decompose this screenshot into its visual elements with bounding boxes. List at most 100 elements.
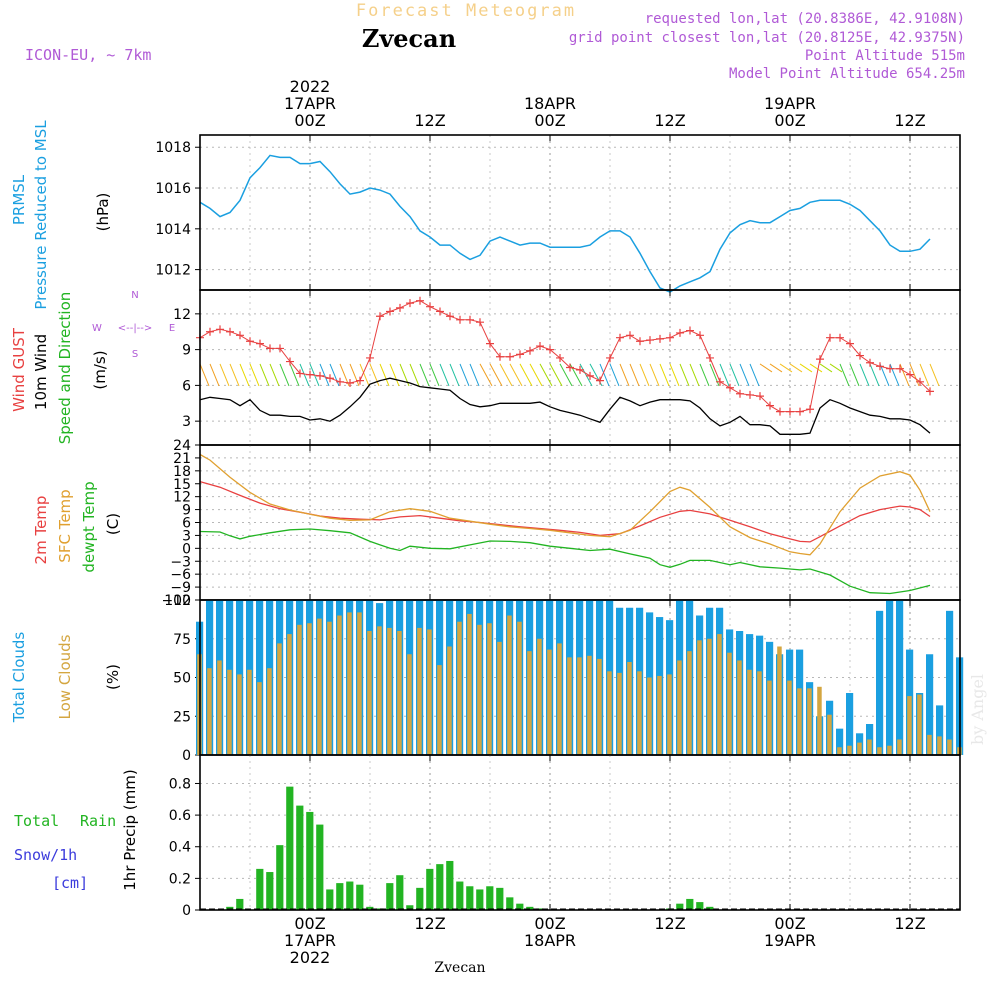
wind-direction-arrow — [429, 363, 440, 387]
precip-label-total: Total — [14, 812, 59, 830]
low-cloud-bar — [877, 747, 882, 755]
compass-n: N — [131, 290, 138, 301]
low-cloud-bar — [787, 680, 792, 755]
low-cloud-bar — [367, 631, 372, 755]
wind-gust-marker — [626, 331, 634, 340]
wind-direction-arrow — [269, 363, 280, 387]
precip-bar — [496, 887, 504, 910]
wind-gust-marker — [426, 302, 434, 311]
precip-bar — [446, 860, 454, 910]
total-cloud-bar — [256, 600, 264, 755]
precip-bar — [466, 886, 474, 910]
low-cloud-bar — [907, 696, 912, 755]
wind-direction-arrow — [299, 363, 310, 387]
wind-direction-arrow — [579, 363, 593, 387]
wind-label-10m: 10m Wind — [32, 334, 50, 410]
precip-bar — [486, 886, 494, 910]
low-cloud-bar — [707, 638, 712, 755]
low-cloud-bar — [687, 651, 692, 755]
low-cloud-bar — [327, 621, 332, 755]
top-time-label: 17APR — [284, 94, 336, 113]
low-cloud-bar — [537, 638, 542, 755]
series-line-10m-wind — [199, 377, 931, 435]
wind-gust-marker — [296, 369, 304, 378]
wind-direction-arrow — [519, 363, 533, 387]
wind-label-unit: (m/s) — [91, 350, 109, 389]
wind-gust-marker — [826, 333, 834, 342]
wind-gust-marker — [756, 392, 764, 401]
wind-panel: 3 6 9 12 N S W E <--|--> — [92, 289, 961, 446]
wind-gust-marker — [926, 387, 934, 396]
low-cloud-bar — [507, 615, 512, 755]
y-tick-label: 0.2 — [169, 871, 191, 887]
wind-gust-marker — [586, 371, 594, 380]
wind-gust-marker — [686, 326, 694, 335]
total-cloud-bar — [886, 600, 894, 755]
low-cloud-bar — [477, 624, 482, 755]
low-cloud-bar — [547, 649, 552, 755]
top-time-label: 00Z — [534, 111, 565, 130]
wind-gust-marker — [736, 389, 744, 398]
precip-bar — [266, 872, 274, 910]
precip-bar — [306, 811, 314, 910]
low-cloud-bar — [457, 621, 462, 755]
low-cloud-bar — [597, 658, 602, 755]
wind-gust-marker — [286, 357, 294, 366]
low-cloud-bar — [467, 613, 472, 755]
wind-direction-arrow — [639, 363, 650, 387]
wind-gust-marker — [696, 331, 704, 340]
wind-gust-marker — [616, 333, 624, 342]
precip-bar — [686, 898, 694, 910]
low-cloud-bar — [607, 671, 612, 755]
footer-place: Zvecan — [434, 960, 485, 976]
wind-gust-marker — [526, 346, 534, 355]
wind-direction-arrow — [789, 363, 803, 373]
low-cloud-bar — [307, 623, 312, 755]
wind-direction-arrow — [749, 363, 760, 387]
wind-direction-arrow — [739, 363, 750, 387]
y-tick-label: 24 — [173, 438, 191, 454]
low-cloud-bar — [357, 612, 362, 755]
compass-w: W — [92, 323, 102, 334]
precip-bar — [396, 875, 404, 910]
low-cloud-bar — [837, 747, 842, 755]
wind-gust-marker — [336, 377, 344, 386]
low-cloud-bar — [717, 634, 722, 755]
panel-frame — [199, 754, 961, 911]
low-cloud-bar — [857, 742, 862, 755]
wind-gust-marker — [676, 328, 684, 337]
total-cloud-bar — [926, 654, 934, 755]
wind-gust-marker — [716, 377, 724, 386]
low-cloud-bar — [277, 643, 282, 755]
compass-arrows: <--|--> — [118, 323, 153, 334]
total-cloud-bar — [896, 600, 904, 755]
wind-direction-arrow — [369, 363, 380, 387]
place-title: Zvecan — [362, 24, 456, 53]
wind-direction-arrow — [619, 363, 630, 387]
clouds-label-unit: (%) — [104, 664, 122, 690]
wind-direction-arrow — [729, 363, 740, 387]
precip-bar — [506, 897, 514, 910]
wind-gust-marker — [886, 364, 894, 373]
wind-gust-marker — [806, 405, 814, 414]
wind-gust-marker — [306, 370, 314, 379]
y-tick-label: 18 — [173, 464, 191, 480]
wind-gust-marker — [516, 350, 524, 359]
bottom-time-label: 18APR — [524, 931, 576, 950]
wind-gust-marker — [916, 377, 924, 386]
y-tick-label: 1012 — [155, 263, 191, 279]
wind-gust-marker — [636, 337, 644, 346]
bottom-time-label: 00Z — [294, 914, 325, 933]
wind-direction-arrow — [389, 363, 400, 387]
wind-direction-arrow — [259, 363, 270, 387]
low-cloud-bar — [747, 669, 752, 755]
wind-direction-arrow — [679, 363, 690, 387]
wind-direction-arrow — [689, 363, 700, 387]
low-cloud-bar — [887, 745, 892, 755]
precip-bar — [226, 906, 234, 910]
low-cloud-bar — [287, 634, 292, 755]
low-cloud-bar — [627, 662, 632, 755]
wind-direction-arrow — [649, 363, 660, 387]
y-tick-label: 1018 — [155, 140, 191, 156]
